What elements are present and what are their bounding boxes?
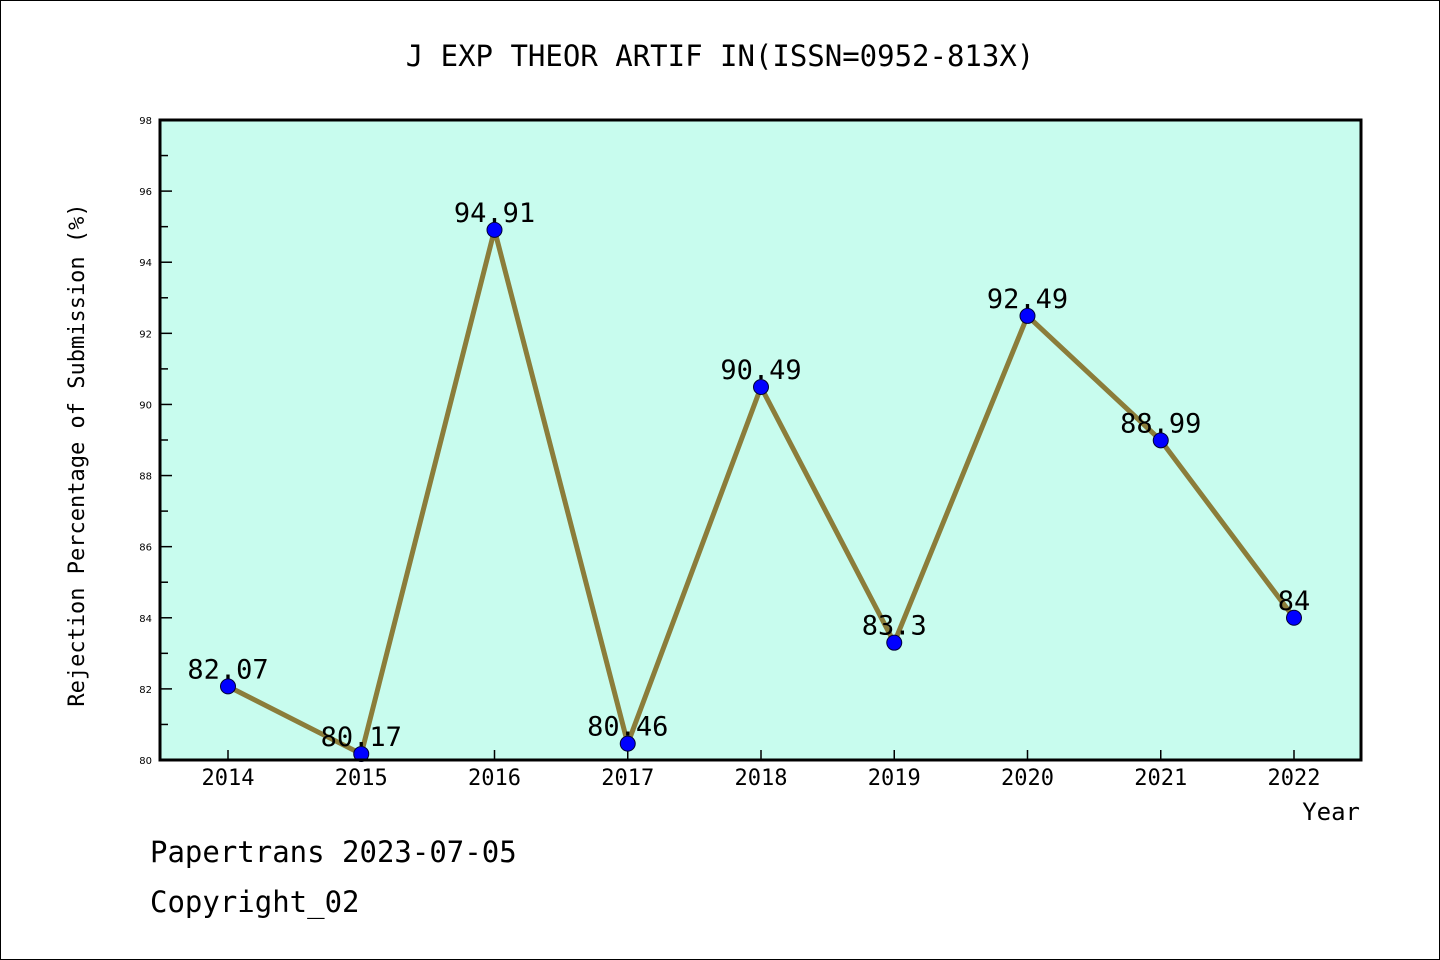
y-tick-label: 82	[139, 685, 152, 696]
x-tick-label: 2021	[1134, 766, 1187, 791]
y-tick-label: 88	[139, 472, 152, 483]
x-tick-label: 2019	[868, 766, 921, 791]
data-point	[886, 634, 903, 651]
y-tick-label: 94	[139, 258, 152, 269]
x-axis-label: Year	[1302, 798, 1360, 826]
data-label: 90.49	[720, 355, 801, 386]
x-tick-label: 2016	[468, 766, 521, 791]
chart-title: J EXP THEOR ARTIF IN(ISSN=0952-813X)	[406, 39, 1035, 73]
x-tick-label: 2020	[1001, 766, 1054, 791]
data-label: 80.17	[321, 722, 402, 753]
data-label: 82.07	[187, 654, 268, 685]
y-tick-label: 80	[139, 756, 152, 767]
data-label: 88.99	[1120, 408, 1201, 439]
x-tick-label: 2018	[735, 766, 788, 791]
data-point	[1152, 432, 1169, 449]
data-point	[1019, 307, 1036, 324]
x-tick-label: 2017	[601, 766, 654, 791]
data-label: 84	[1278, 586, 1311, 617]
data-label: 94.91	[454, 198, 535, 229]
plot-background	[160, 120, 1361, 760]
plot-border	[158, 118, 1363, 762]
y-tick-label: 98	[139, 116, 152, 127]
data-point	[220, 678, 236, 695]
data-point	[1286, 609, 1302, 626]
footer-date: Papertrans 2023-07-05	[150, 835, 517, 869]
data-point	[753, 379, 769, 396]
data-label: 83.3	[862, 611, 927, 642]
y-axis-label: Rejection Percentage of Submission (%)	[65, 203, 90, 706]
data-label: 80.46	[587, 712, 668, 743]
y-tick-label: 96	[139, 187, 152, 198]
data-label: 92.49	[987, 284, 1068, 315]
data-point	[486, 221, 503, 238]
footer-copyright: Copyright_02	[150, 885, 360, 919]
y-tick-label: 84	[139, 614, 152, 625]
y-tick-label: 92	[139, 329, 152, 340]
data-point	[619, 735, 636, 752]
x-tick-label: 2022	[1268, 766, 1321, 791]
x-tick-label: 2014	[202, 766, 255, 791]
x-tick-label: 2015	[335, 766, 388, 791]
y-tick-label: 86	[139, 543, 152, 554]
y-tick-label: 90	[139, 400, 152, 411]
